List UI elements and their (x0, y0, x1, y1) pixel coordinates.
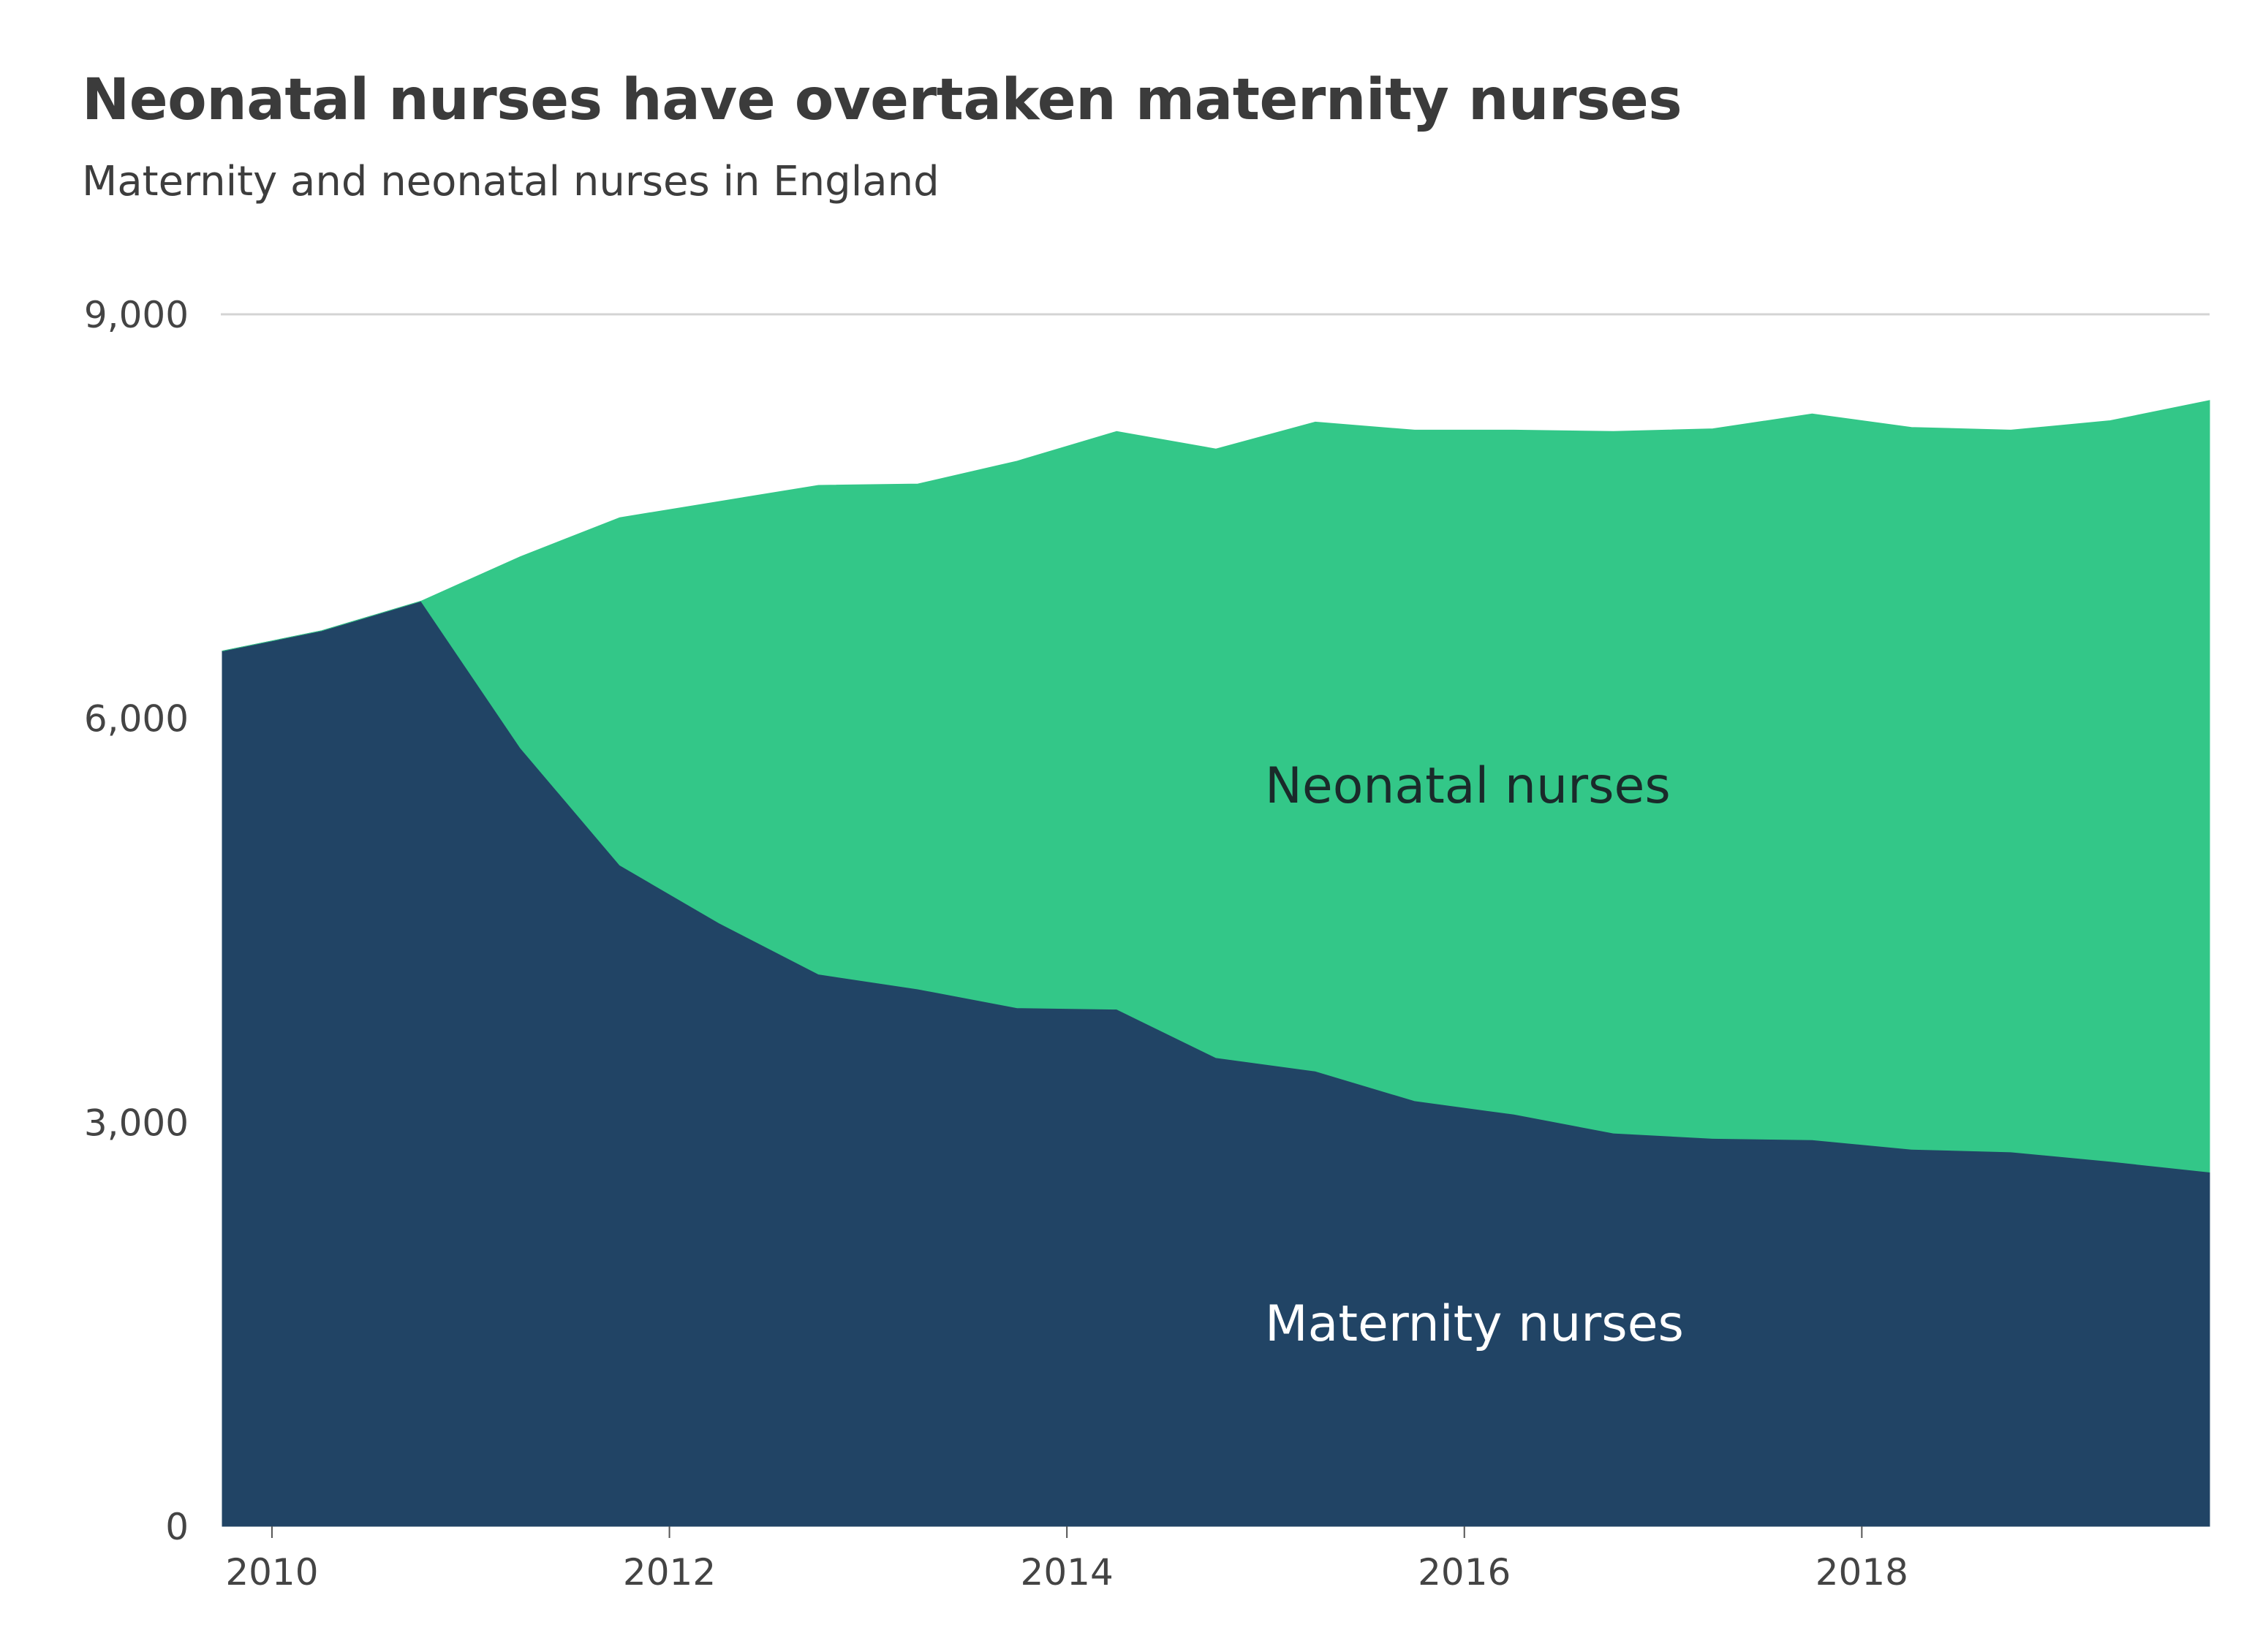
maternity-nurses-label: Maternity nurses (1265, 1295, 1684, 1353)
neonatal-nurses-label: Neonatal nurses (1265, 757, 1671, 815)
x-tick-label: 2018 (1815, 1551, 1908, 1594)
y-tick-label: 6,000 (84, 698, 189, 740)
y-tick-label: 0 (165, 1506, 189, 1548)
x-tick-label: 2014 (1021, 1551, 1114, 1594)
area-layer (222, 400, 2210, 1527)
y-tick-label: 9,000 (84, 294, 189, 336)
series-labels: Maternity nurses Neonatal nurses (1265, 757, 1684, 1353)
y-tick-label: 3,000 (84, 1102, 189, 1144)
chart-subtitle: Maternity and neonatal nurses in England (82, 158, 940, 205)
x-tick-label: 2012 (623, 1551, 716, 1594)
x-axis: 2010 2012 2014 2016 2018 (225, 1526, 1908, 1594)
y-axis: 0 3,000 6,000 9,000 (84, 294, 189, 1548)
chart-title: Neonatal nurses have overtaken maternity… (82, 67, 1682, 133)
neonatal-nurses-area (222, 400, 2210, 1173)
x-tick-label: 2010 (225, 1551, 318, 1594)
x-tick-label: 2016 (1418, 1551, 1511, 1594)
